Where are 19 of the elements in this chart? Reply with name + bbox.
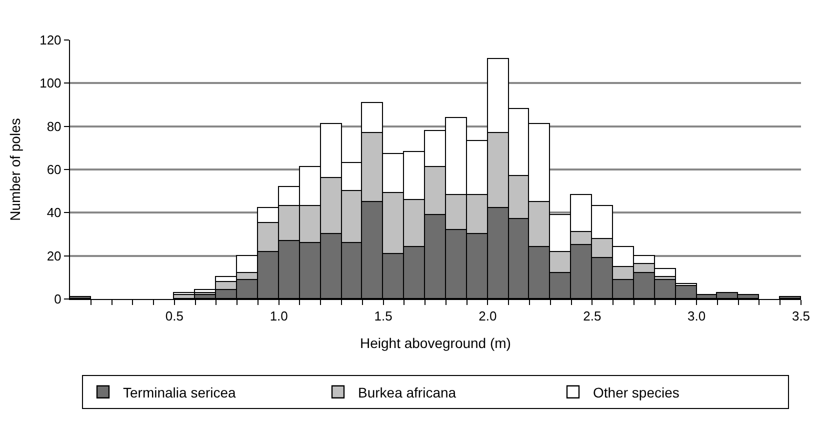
y-tick-label: 100 [40,76,62,91]
x-tick-label: 2.5 [583,308,602,324]
x-tick-label: 3.0 [688,308,706,324]
y-tick-label: 0 [54,292,62,307]
y-tick-label: 20 [46,248,62,264]
x-tick-label: 2.0 [478,308,497,324]
legend-label: Terminalia sericea [123,384,236,400]
x-tick-label: 1.0 [270,308,288,324]
y-tick-label: 60 [46,162,62,178]
x-tick-label: 0.5 [165,308,184,324]
y-axis-title: Number of poles [7,118,24,221]
legend-label: Burkea africana [358,384,456,400]
y-tick-label: 120 [40,32,62,48]
y-tick-label: 40 [46,205,62,220]
y-tick-label: 80 [46,118,62,134]
x-tick-label: 3.5 [792,308,810,324]
legend-label: Other species [593,384,680,400]
x-tick-label: 1.5 [374,308,392,324]
x-axis-title: Height aboveground (m) [360,335,511,351]
